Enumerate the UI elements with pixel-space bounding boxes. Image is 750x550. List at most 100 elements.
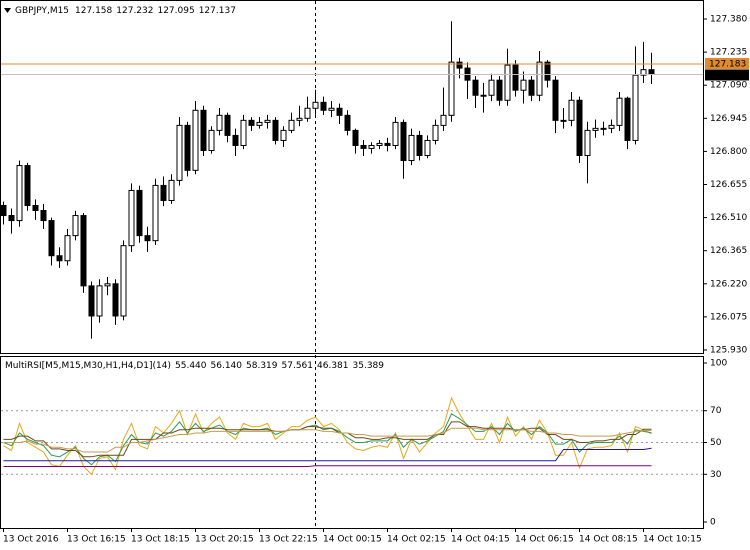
candle-body [8, 215, 15, 222]
x-tick-label: 14 Oct 08:15 [579, 535, 638, 545]
candle-body [632, 74, 639, 141]
candle-body [536, 61, 543, 96]
y-tick-label: 126.945 [710, 114, 747, 124]
ask-label: 127.183 [709, 59, 746, 69]
candle-body [520, 79, 527, 91]
candle-body [312, 101, 319, 109]
last-low: 127.095 [157, 6, 194, 16]
y-tick-label: 126.655 [710, 180, 747, 190]
candle-body [456, 61, 463, 69]
candle-body [208, 129, 215, 151]
candle-body [72, 215, 79, 237]
candle-body [176, 124, 183, 181]
rsi-line [3, 447, 652, 462]
y-tick-label: 126.365 [710, 246, 747, 256]
candle-body [288, 119, 295, 131]
candle-body [552, 79, 559, 121]
bid-label: 127.137 [709, 71, 746, 81]
candle-body [504, 64, 511, 101]
y-tick-label: 127.235 [710, 48, 747, 58]
symbol: GBPJPY,M15 [15, 6, 69, 16]
candle-body [344, 114, 351, 131]
candle-body [16, 165, 23, 222]
last-high: 127.232 [116, 6, 153, 16]
bid-label-bg [705, 69, 749, 81]
x-tick-label: 13 Oct 2016 [3, 535, 59, 545]
x-tick-label: 13 Oct 18:15 [131, 535, 190, 545]
candle-body [192, 109, 199, 171]
candle-body [440, 114, 447, 126]
candle-body [352, 129, 359, 146]
x-tick-label: 14 Oct 06:15 [515, 535, 574, 545]
candle-body [368, 144, 375, 149]
y-tick-label: 125.930 [710, 346, 747, 356]
candle-body [384, 142, 391, 146]
x-tick-label: 13 Oct 22:15 [259, 535, 318, 545]
candle-body [480, 94, 487, 97]
indicator-value: 35.389 [353, 361, 385, 371]
candle-body [136, 189, 143, 237]
indicator-title: MultiRSI[M5,M15,M30,H1,H4,D1](14) [5, 361, 171, 371]
collapse-icon [4, 8, 11, 13]
y-tick-label: 0 [710, 518, 716, 528]
rsi-line [3, 465, 652, 468]
candle-body [320, 101, 327, 111]
candle-body [528, 79, 535, 96]
candle-body [304, 107, 311, 119]
candle-body [232, 134, 239, 146]
y-tick-label: 126.075 [710, 312, 747, 322]
rsi-line [3, 427, 652, 453]
candle-body [400, 121, 407, 162]
y-tick-label: 126.510 [710, 213, 747, 223]
candle-body [648, 69, 655, 75]
candle-body [272, 119, 279, 141]
y-tick-label: 127.380 [710, 15, 747, 25]
x-tick-label: 13 Oct 20:15 [195, 535, 254, 545]
main-pane-border [0, 0, 704, 354]
x-tick-label: 14 Oct 02:15 [387, 535, 446, 545]
candle-body [152, 184, 159, 242]
y-tick-label: 70 [710, 406, 722, 416]
candle-body [120, 245, 127, 317]
candle-body [408, 134, 415, 162]
candle-body [336, 107, 343, 116]
y-tick-label: 127.090 [710, 81, 747, 91]
candle-body [576, 99, 583, 157]
candle-body [608, 124, 615, 129]
rsi-line [3, 413, 652, 466]
rsi-line [3, 421, 652, 458]
candle-body [112, 283, 119, 317]
candle-body [184, 124, 191, 171]
candle-body [328, 107, 335, 111]
x-tick-label: 14 Oct 10:15 [643, 535, 702, 545]
candle-body [224, 114, 231, 136]
ask-label-bg [705, 57, 749, 69]
candle-body [560, 119, 567, 122]
candle-body [104, 283, 111, 287]
candle-body [448, 61, 455, 116]
y-tick-label: 100 [710, 359, 727, 369]
candle-body [216, 114, 223, 131]
candle-body [32, 205, 39, 212]
candle-body [64, 235, 71, 262]
candle-body [160, 184, 167, 201]
indicator-value: 56.140 [211, 361, 243, 371]
chart-header: GBPJPY,M15 127.158 127.232 127.095 127.137 [15, 6, 236, 16]
candle-body [432, 124, 439, 141]
candle-body [200, 109, 207, 151]
x-tick-label: 13 Oct 16:15 [67, 535, 126, 545]
y-tick-label: 126.220 [710, 279, 747, 289]
candle-body [264, 119, 271, 123]
candle-body [128, 189, 135, 247]
candle-body [376, 142, 383, 146]
candle-body [640, 69, 647, 76]
candle-body [392, 121, 399, 146]
candle-body [0, 205, 7, 217]
indicator-value: 55.440 [175, 361, 207, 371]
y-tick-label: 30 [710, 470, 722, 480]
candle-body [568, 99, 575, 121]
candle-body [472, 79, 479, 96]
candle-body [280, 129, 287, 141]
